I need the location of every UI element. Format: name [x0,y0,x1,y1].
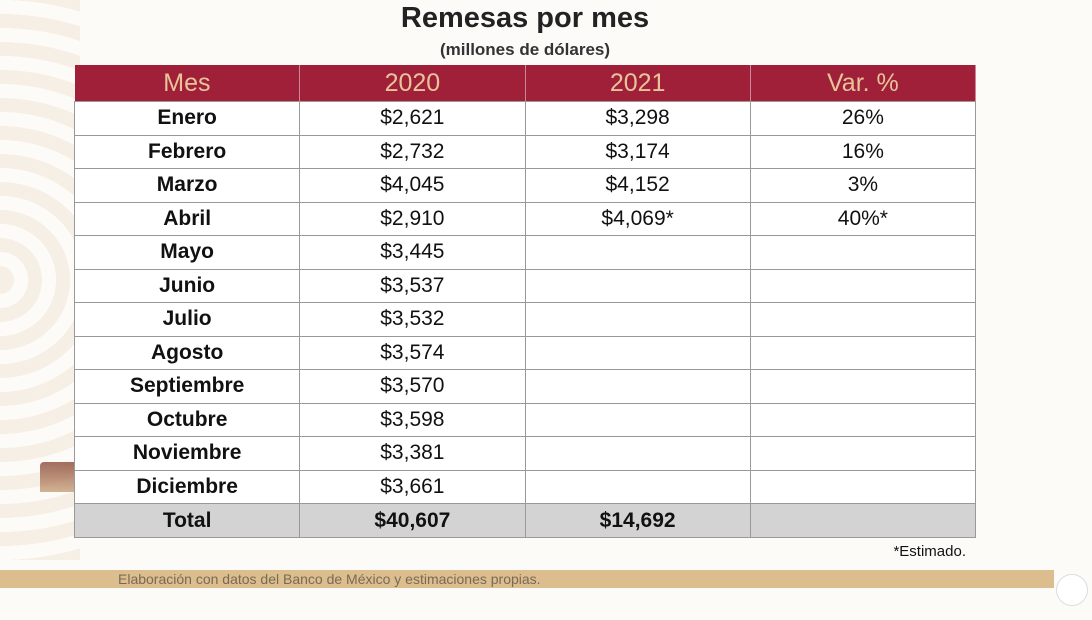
table-cell [524,469,751,504]
table-cell [524,302,751,337]
table-cell [749,469,977,504]
table-cell [524,268,751,303]
table-cell: $3,381 [299,436,526,471]
table-cell: $3,445 [299,235,526,270]
table-row: Marzo $4,045 $4,152 3% [73,168,977,203]
column-header: 2021 [525,65,751,102]
table-cell: $14,692 [524,503,751,538]
table-row: Diciembre $3,661 [73,469,977,504]
table-cell: Enero [73,101,301,136]
table-cell: $3,298 [524,101,751,136]
table-row: Febrero $2,732 $3,174 16% [73,134,977,169]
page-title: Remesas por mes [400,2,650,34]
table-row: Noviembre $3,381 [73,436,977,471]
column-header: 2020 [299,65,526,102]
table-cell: Marzo [73,168,301,203]
table-cell: $3,174 [524,134,751,169]
table-cell: $2,621 [299,101,526,136]
table-cell [749,302,977,337]
table-cell: $2,910 [299,201,526,236]
table-row: Abril $2,910 $4,069* 40%* [73,201,977,236]
table-cell: $40,607 [299,503,526,538]
column-header: Mes [74,65,301,102]
table-cell: 3% [749,168,977,203]
table-cell: Total [73,503,301,538]
remittances-table: Mes 2020 2021 Var. % Enero $2,621 $3,298 26% Fe… [73,65,977,538]
table-cell [749,436,977,471]
table-cell [524,436,751,471]
table-cell [749,268,977,303]
table-cell: $4,045 [299,168,526,203]
table-cell [749,335,977,370]
table-row: Julio $3,532 [73,302,977,337]
page-subtitle: (millones de dólares) [439,40,611,59]
table-cell: Septiembre [73,369,301,404]
table-cell: 16% [749,134,977,169]
table-cell: Mayo [73,235,301,270]
table-cell: $3,598 [299,402,526,437]
table-cell: Febrero [73,134,301,169]
table-cell: Diciembre [73,469,301,504]
table-cell: Julio [73,302,301,337]
column-header: Var. % [750,65,977,102]
table-cell [749,402,977,437]
table-cell [749,503,977,538]
table-cell [524,235,751,270]
table-cell: $3,574 [299,335,526,370]
table-cell [524,335,751,370]
footer-band [0,570,1054,588]
table-cell [749,235,977,270]
table-cell: $3,537 [299,268,526,303]
table-row: Septiembre $3,570 [73,369,977,404]
table-cell: $3,570 [299,369,526,404]
table-row: Octubre $3,598 [73,402,977,437]
table-cell: $3,532 [299,302,526,337]
table-row: Enero $2,621 $3,298 26% [73,101,977,136]
table-cell: Abril [73,201,301,236]
seal-icon [1056,574,1088,606]
table-cell: Agosto [73,335,301,370]
table-cell: Junio [73,268,301,303]
table-row: Mayo $3,445 [73,235,977,270]
table-cell [524,402,751,437]
table-cell: 40%* [749,201,977,236]
table-cell: 26% [749,101,977,136]
table-header-row: Mes 2020 2021 Var. % [74,65,977,102]
total-row: Total $40,607 $14,692 [73,503,977,538]
table-cell: $3,661 [299,469,526,504]
table-row: Junio $3,537 [73,268,977,303]
table-cell [749,369,977,404]
table-cell: Octubre [73,402,301,437]
estimate-note: *Estimado. [893,543,966,560]
table-cell: $2,732 [299,134,526,169]
table-cell [524,369,751,404]
table-cell: $4,069* [524,201,751,236]
table-cell: Noviembre [73,436,301,471]
table-row: Agosto $3,574 [73,335,977,370]
table-cell: $4,152 [524,168,751,203]
source-text: Elaboración con datos del Banco de Méxic… [118,571,541,587]
